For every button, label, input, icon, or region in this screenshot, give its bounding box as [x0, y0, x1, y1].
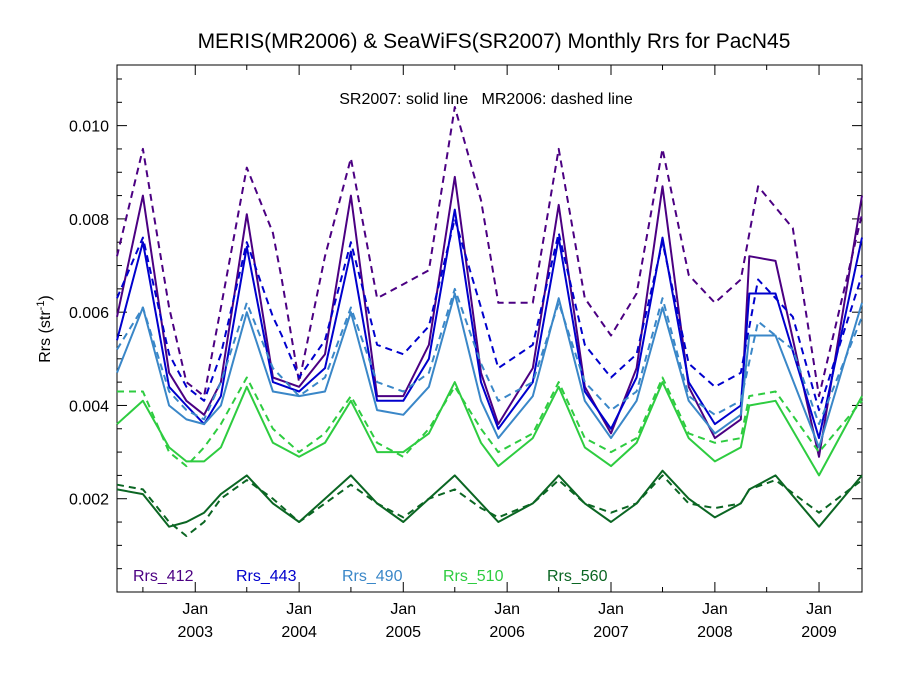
series-lines	[116, 106, 863, 537]
x-tick-month: Jan	[598, 601, 624, 618]
y-axis-label-main: Rrs (str	[37, 310, 54, 363]
y-axis-label-superscript: -1	[35, 301, 47, 311]
legend-item-rrs-412: Rrs_412	[133, 568, 194, 585]
x-tick-year: 2006	[489, 624, 525, 641]
x-tick-month: Jan	[806, 601, 832, 618]
y-tick-label: 0.006	[69, 305, 109, 322]
series-rrs-560-dashed-line	[116, 474, 863, 537]
y-axis: 0.002 0.004 0.006 0.008 0.010	[69, 78, 862, 570]
x-tick-month: Jan	[286, 601, 312, 618]
x-tick-year: 2009	[801, 624, 837, 641]
series-rrs-510-solid-line	[116, 381, 863, 477]
legend-item-rrs-560: Rrs_560	[547, 568, 608, 585]
series-rrs-490-solid-line	[116, 292, 863, 449]
x-tick-year: 2003	[177, 624, 213, 641]
legend-item-rrs-443: Rrs_443	[236, 568, 297, 585]
x-tick-year: 2005	[385, 624, 421, 641]
x-tick-year: 2008	[697, 624, 733, 641]
x-tick-month: Jan	[182, 601, 208, 618]
y-tick-label: 0.010	[69, 119, 109, 136]
line-style-annotation: SR2007: solid line MR2006: dashed line	[339, 91, 633, 108]
series-rrs-412-solid-line	[116, 175, 863, 458]
x-tick-month: Jan	[702, 601, 728, 618]
y-axis-label: Rrs (str-1)	[35, 295, 54, 363]
series-rrs-412-dashed-line	[116, 106, 863, 398]
y-tick-label: 0.008	[69, 212, 109, 229]
x-tick-month: Jan	[390, 601, 416, 618]
x-tick-year: 2007	[593, 624, 629, 641]
plot-frame	[116, 64, 863, 593]
series-rrs-560-solid-line	[116, 469, 863, 528]
series-rrs-443-dashed-line	[116, 217, 863, 412]
x-tick-year: 2004	[281, 624, 317, 641]
series-rrs-443-solid-line	[116, 208, 863, 440]
legend-item-rrs-490: Rrs_490	[342, 568, 403, 585]
chart-title: MERIS(MR2006) & SeaWiFS(SR2007) Monthly …	[198, 30, 791, 53]
series-rrs-490-dashed-line	[116, 287, 863, 426]
y-axis-label-tail: )	[37, 295, 54, 300]
y-tick-label: 0.004	[69, 398, 109, 415]
x-axis: Jan 2003 Jan 2004 Jan 2005 Jan 2006 Jan 2007 Jan 20…	[142, 65, 837, 641]
x-tick-month: Jan	[494, 601, 520, 618]
y-tick-label: 0.002	[69, 492, 109, 509]
legend-item-rrs-510: Rrs_510	[443, 568, 504, 585]
legend: Rrs_412 Rrs_443 Rrs_490 Rrs_510 Rrs_560	[133, 568, 608, 585]
